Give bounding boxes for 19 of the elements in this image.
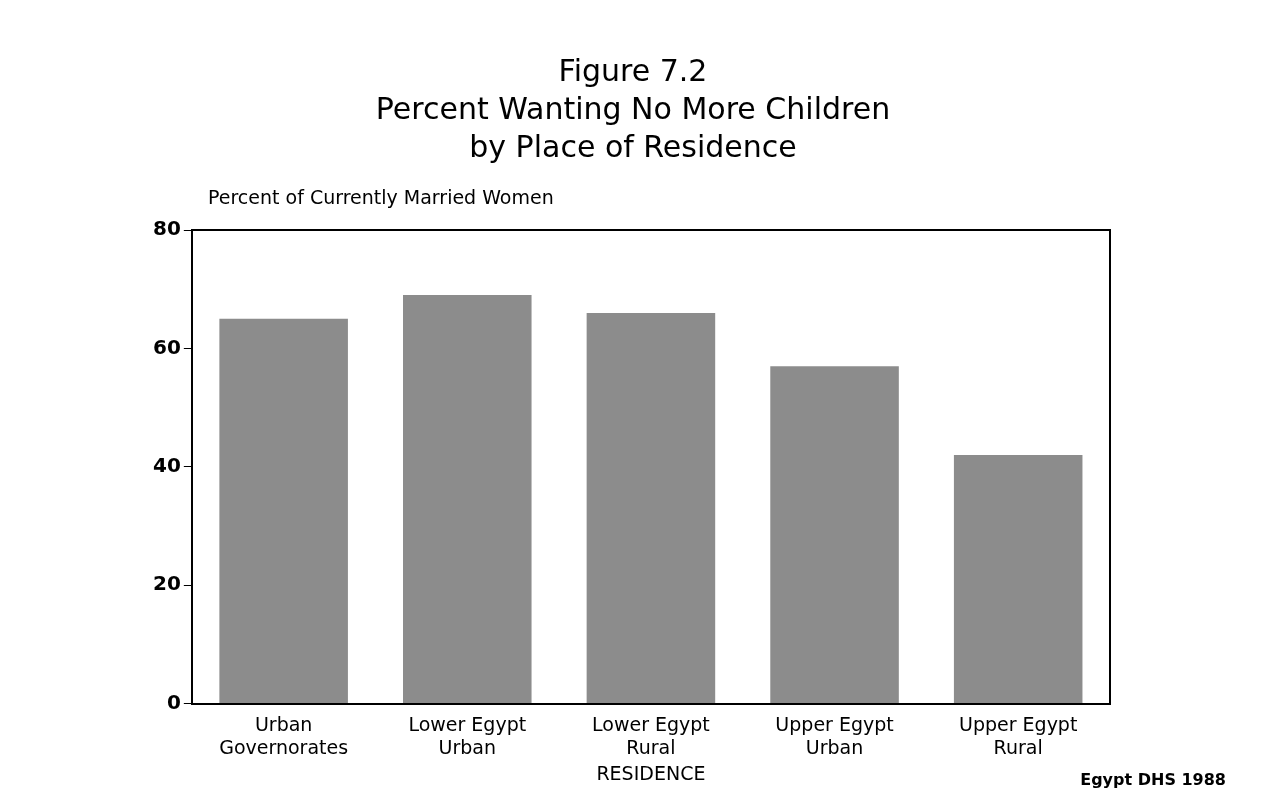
text: Egypt DHS 1988 — [1080, 770, 1226, 789]
y-tick-label: 20 — [152, 571, 181, 596]
bar — [219, 318, 348, 704]
bar — [953, 454, 1083, 704]
bar — [586, 312, 716, 704]
y-tick-label: 0 — [166, 689, 181, 714]
y-tick-label: 60 — [152, 334, 181, 359]
bar — [770, 366, 899, 704]
x-tick-label: Urban Governorates — [219, 712, 349, 758]
y-tick-label: 80 — [152, 216, 181, 241]
bar — [403, 295, 532, 704]
x-tick-label: Upper Egypt Urban — [775, 712, 894, 758]
y-tick-label: 40 — [152, 453, 181, 477]
x-tick-label: Lower Egypt Urban — [408, 712, 527, 758]
x-axis-title: RESIDENCE — [596, 761, 706, 784]
chart-title: Figure 7.2 Percent Wanting No More Children by Place of Residence — [374, 52, 892, 166]
x-tick-label: Lower Egypt Rural — [592, 712, 710, 758]
y-axis-title: Percent of Currently Married Women — [208, 186, 554, 208]
x-tick-label: Upper Egypt Rural — [958, 712, 1078, 758]
